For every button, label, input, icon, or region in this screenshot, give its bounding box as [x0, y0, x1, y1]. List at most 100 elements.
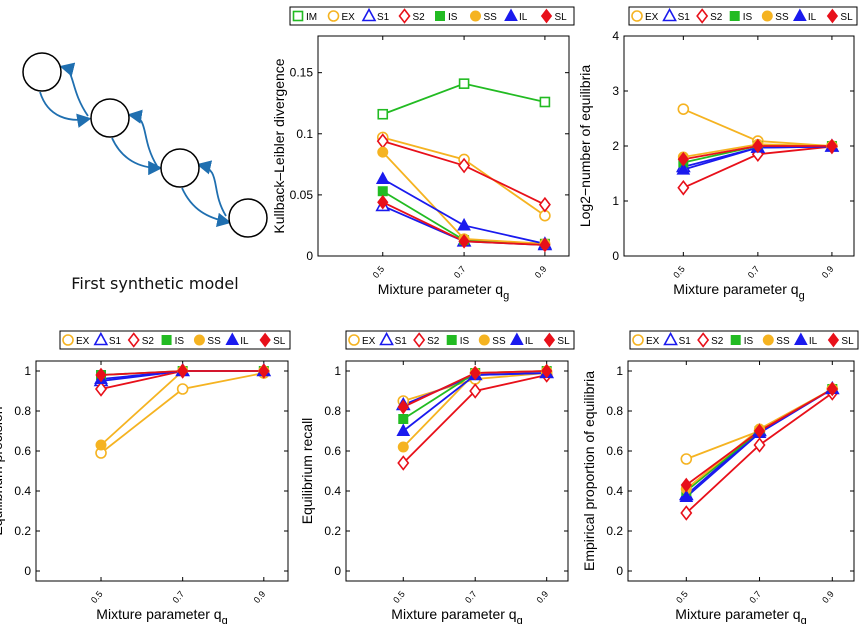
marker-IS-0.5: [398, 414, 409, 424]
y-tick-label: 1: [612, 194, 619, 208]
legend-marker-EX: [631, 10, 643, 22]
y-axis-label: Equilibrium recall: [299, 418, 315, 525]
legend-label-IS: IS: [743, 12, 753, 23]
marker-S2-0.5: [677, 179, 690, 196]
marker-EX-0.5: [680, 453, 693, 465]
diagram-caption: First synthetic model: [71, 274, 239, 293]
x-tick-label: 0.5: [89, 589, 105, 605]
x-tick-label: 0.9: [820, 589, 836, 605]
legend-marker-IS: [730, 335, 741, 345]
chart-5-frame: [627, 360, 855, 582]
legend-marker-S1: [379, 331, 394, 346]
y-tick-label: 1: [334, 364, 341, 378]
marker-IS-0.5: [377, 186, 388, 197]
marker-IM-0.7: [458, 78, 470, 89]
x-tick-label: 0.7: [746, 264, 762, 280]
y-tick-label: 0.6: [324, 444, 341, 458]
marker-IL-0.5: [679, 489, 694, 502]
legend-label-IS: IS: [744, 336, 754, 347]
marker-IL-0.5: [676, 162, 691, 175]
marker-S2-0.5: [95, 381, 108, 397]
y-tick-label: 0.6: [606, 444, 623, 458]
marker-SL-0.7: [458, 234, 470, 249]
legend-label-SL: SL: [840, 12, 853, 23]
y-tick-label: 0: [24, 564, 31, 578]
legend-marker-IL: [793, 8, 807, 21]
chart-1: 0 0.05 0.1 0.15 0.5 0.7 0.9 Mixture parameter q…: [271, 6, 575, 302]
chart-4-frame: [345, 360, 569, 582]
legend-marker-S1: [663, 331, 678, 346]
chart-3-frame: [35, 360, 289, 582]
legend-marker-SL: [826, 8, 839, 24]
y-tick-label: 0.4: [606, 484, 623, 498]
legend-marker-IS: [161, 335, 172, 345]
legend-marker-IL: [504, 8, 518, 21]
y-tick-label: 0.05: [290, 188, 314, 202]
x-tick-label: 0.7: [747, 589, 763, 605]
legend-marker-IL: [794, 332, 808, 345]
legend-marker-S1: [662, 7, 677, 22]
y-tick-label: 2: [612, 139, 619, 153]
marker-S2-0.5: [397, 455, 410, 471]
legend-label-IL: IL: [809, 336, 818, 347]
y-tick-label: 1: [616, 364, 623, 378]
diagram-node-3: [160, 148, 200, 188]
legend-label-SS: SS: [207, 336, 221, 347]
x-tick-label: 0.5: [671, 264, 687, 280]
legend-label-EX: EX: [645, 12, 659, 23]
marker-IL-0.7: [457, 217, 471, 231]
x-tick-label: 0.9: [533, 264, 549, 280]
y-tick-label: 0: [306, 249, 313, 263]
marker-EX-0.7: [176, 383, 189, 395]
diagram-node-2: [90, 98, 130, 138]
legend-label-S2: S2: [142, 336, 155, 347]
legend-marker-EX: [348, 334, 360, 346]
marker-SL-0.7: [753, 423, 766, 439]
y-tick-label: 0: [334, 564, 341, 578]
marker-IM-0.9: [539, 96, 551, 108]
chart-2: 0 1 2 3 4 0.5 0.7 0.9 Mixture parameter qg Log2−n…: [577, 6, 858, 302]
legend-label-EX: EX: [342, 12, 356, 23]
x-tick-label: 0.7: [171, 589, 187, 605]
legend-label-EX: EX: [362, 336, 376, 347]
legend-label-EX: EX: [76, 336, 90, 347]
chart-3: 0 0.2 0.4 0.6 0.8 1 0.5 0.7 0.9 Mixture parameter…: [0, 330, 291, 624]
legend-marker-IL: [510, 332, 524, 345]
legend-label-S1: S1: [395, 336, 408, 347]
diagram-arrow-5: [196, 160, 227, 217]
marker-SL-0.9: [539, 237, 551, 253]
legend-marker-IM: [292, 10, 304, 22]
marker-EX-0.5: [677, 103, 690, 115]
legend-marker-SS: [470, 10, 481, 22]
y-axis-label: Log2−number of equilibria: [577, 65, 593, 227]
legend-marker-EX: [327, 10, 340, 22]
legend-marker-SL: [540, 8, 553, 24]
marker-SL-0.7: [177, 363, 189, 379]
legend-marker-SL: [259, 332, 271, 348]
y-tick-label: 1: [24, 364, 31, 378]
y-tick-label: 0.4: [14, 484, 31, 498]
marker-SL-0.5: [677, 151, 689, 167]
x-axis-label-subscript: g: [801, 615, 807, 624]
chart-1-frame: [317, 35, 570, 257]
legend-label-S2: S2: [711, 336, 724, 347]
legend-marker-EX: [62, 334, 74, 346]
marker-S2-0.7: [753, 437, 766, 453]
y-tick-label: 3: [612, 84, 619, 98]
legend-marker-S2: [413, 332, 426, 348]
marker-SL-0.9: [541, 363, 553, 379]
x-axis-label-subscript: g: [799, 290, 805, 302]
diagram-arrow-2: [39, 91, 92, 128]
y-tick-label: 0.15: [290, 66, 314, 80]
legend-label-SS: SS: [492, 336, 506, 347]
synthetic-model-diagram: [22, 52, 268, 238]
y-tick-label: 0: [612, 249, 619, 263]
legend-box: [289, 6, 575, 26]
marker-SL-0.9: [826, 381, 838, 397]
legend-marker-S2: [696, 8, 709, 24]
marker-IM-0.5: [377, 108, 389, 120]
y-tick-label: 0.1: [296, 127, 313, 141]
x-tick-label: 0.5: [371, 264, 387, 280]
y-tick-label: 0.8: [324, 404, 341, 418]
marker-SS-0.5: [397, 441, 409, 453]
